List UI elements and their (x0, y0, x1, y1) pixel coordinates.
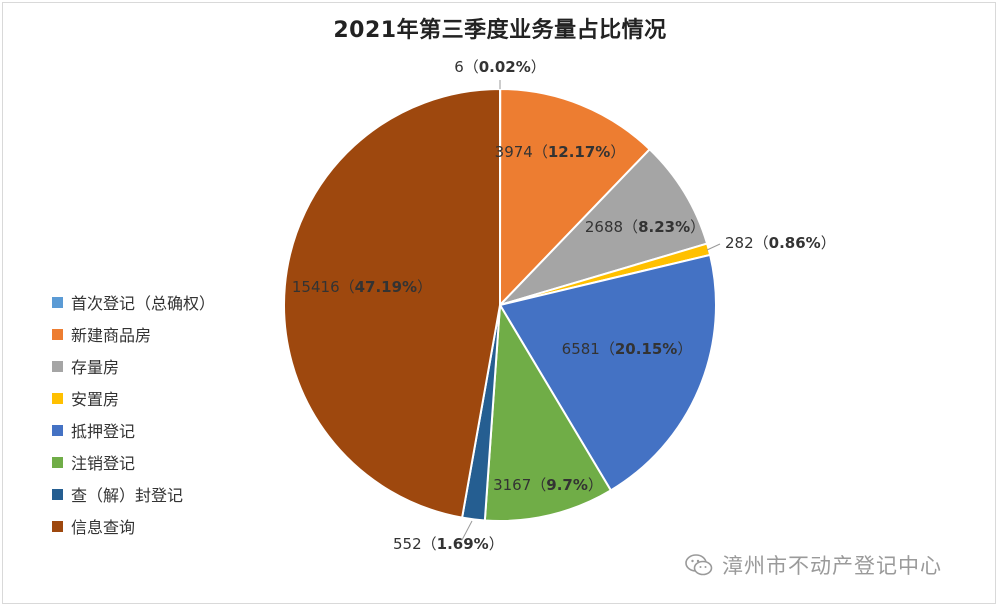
pie-slice-1 (498, 87, 652, 308)
data-label-7: 15416（47.19%） (292, 278, 432, 296)
chart-title: 2021年第三季度业务量占比情况 (333, 18, 667, 43)
data-label-6: 552（1.69%） (393, 535, 504, 553)
legend-label: 注销登记 (71, 454, 136, 473)
legend: 首次登记（总确权） 新建商品房存量房安置房抵押登记注销登记查（解）封登记 信息查询 (52, 286, 215, 542)
data-label-4: 6581（20.15%） (562, 340, 693, 358)
legend-swatch (52, 296, 63, 308)
legend-label: 安置房 (71, 390, 120, 409)
data-label-2: 2688（8.23%） (585, 218, 705, 236)
wechat-icon (685, 554, 713, 576)
legend-label: 新建商品房 (71, 326, 152, 345)
legend-swatch (52, 392, 63, 404)
data-label-0: 6（0.02%） (454, 58, 546, 76)
watermark-text: 漳州市不动产登记中心 (722, 554, 942, 578)
legend-swatch (52, 488, 63, 500)
legend-item-3: 安置房 (52, 382, 215, 414)
data-label-1: 3974（12.17%） (495, 143, 626, 161)
legend-item-2: 存量房 (52, 350, 215, 382)
legend-item-4: 抵押登记 (52, 414, 215, 446)
legend-swatch (52, 328, 63, 340)
legend-label: 首次登记（总确权） (71, 294, 216, 313)
legend-label: 存量房 (71, 358, 120, 377)
legend-label: 查（解）封登记 (71, 486, 184, 505)
leader-line-3 (706, 243, 721, 251)
legend-swatch (52, 520, 63, 532)
legend-item-5: 注销登记 (52, 446, 215, 478)
legend-swatch (52, 360, 63, 372)
legend-item-6: 查（解）封登记 (52, 478, 215, 510)
pie-slice-2 (496, 147, 709, 308)
watermark: 漳州市不动产登记中心 (684, 550, 942, 580)
legend-swatch (52, 424, 63, 436)
leader-line-6 (461, 520, 473, 541)
pie-slice-4 (498, 253, 717, 492)
legend-label: 信息查询 (71, 518, 136, 537)
legend-swatch (52, 456, 63, 468)
data-label-3: 282（0.86%） (725, 234, 836, 252)
legend-item-7: 信息查询 (52, 510, 215, 542)
data-label-5: 3167（9.7%） (493, 476, 603, 494)
legend-label: 抵押登记 (71, 422, 136, 441)
legend-item-1: 新建商品房 (52, 318, 215, 350)
pie-slice-7 (283, 87, 501, 519)
pie-slice-5 (483, 301, 613, 522)
legend-item-0: 首次登记（总确权） (52, 286, 215, 318)
